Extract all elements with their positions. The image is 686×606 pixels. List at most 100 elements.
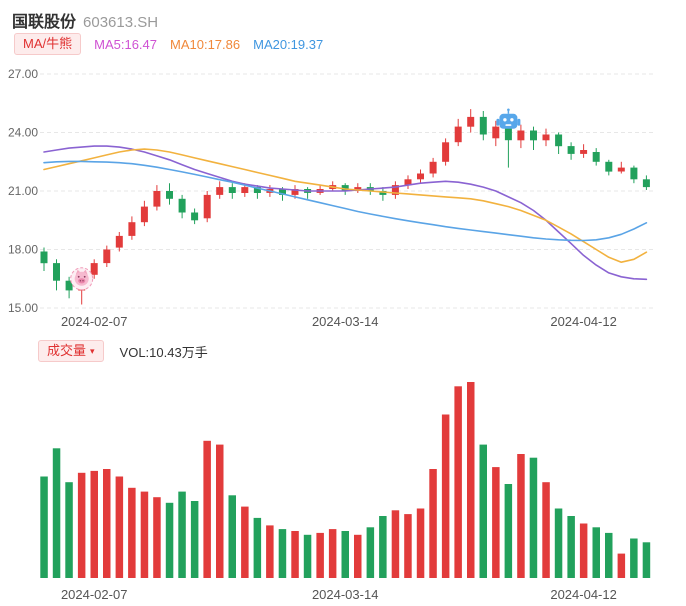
- volume-bar: [529, 457, 538, 578]
- volume-bar: [316, 532, 324, 578]
- candle: [454, 118, 462, 147]
- volume-bar: [153, 497, 161, 578]
- candle: [404, 175, 412, 189]
- volume-bar: [642, 542, 651, 578]
- header: 国联股份 603613.SH: [12, 8, 158, 32]
- candle: [191, 208, 199, 225]
- volume-bar: [266, 525, 274, 578]
- volume-bar: [617, 553, 626, 578]
- candle: [630, 165, 638, 184]
- volume-bar: [567, 516, 575, 578]
- main-chart-legend: MA/牛熊 MA5:16.47 MA10:17.86 MA20:19.37: [14, 33, 323, 55]
- x-axis-label: 2024-04-12: [550, 314, 617, 329]
- candle: [178, 194, 186, 219]
- candle: [304, 187, 312, 199]
- volume-bar: [429, 469, 437, 578]
- ma5-legend: MA5:16.47: [94, 36, 157, 52]
- volume-bar: [241, 506, 249, 578]
- volume-bar: [40, 476, 48, 578]
- candle: [379, 187, 387, 201]
- ma5-line: [43, 145, 648, 281]
- volume-bar: [492, 467, 500, 578]
- volume-bar: [303, 534, 312, 578]
- volume-bar: [391, 510, 400, 578]
- candle: [203, 191, 211, 223]
- candle: [504, 122, 512, 168]
- ma20-line: [43, 160, 648, 242]
- ma10-line: [43, 148, 648, 263]
- candle: [592, 148, 600, 166]
- candle: [115, 232, 123, 252]
- volume-bar: [203, 440, 211, 578]
- volume-bar: [605, 532, 613, 578]
- volume-indicator-selector[interactable]: 成交量 ▾: [38, 340, 104, 362]
- candle: [103, 245, 111, 267]
- x-axis-label: 2024-02-07: [61, 587, 128, 602]
- y-axis-tick-label: 27.00: [8, 67, 38, 81]
- volume-value: VOL:10.43万手: [119, 344, 208, 360]
- volume-bar: [341, 531, 349, 578]
- candle: [391, 181, 399, 199]
- volume-bar: [90, 470, 98, 578]
- x-axis-label: 2024-03-14: [312, 587, 379, 602]
- candle: [492, 120, 500, 147]
- candle: [467, 109, 475, 133]
- volume-bar: [140, 491, 149, 578]
- y-axis-tick-label: 21.00: [8, 184, 38, 198]
- candle: [517, 124, 525, 149]
- volume-bar: [517, 454, 525, 578]
- volume-bar: [554, 508, 563, 578]
- candle: [140, 200, 148, 227]
- volume-bar: [52, 448, 61, 578]
- volume-bar: [354, 534, 362, 578]
- x-axis-label: 2024-03-14: [312, 314, 379, 329]
- volume-bar: [77, 472, 86, 578]
- robot-marker-icon[interactable]: [496, 108, 521, 129]
- ma20-legend: MA20:19.37: [253, 36, 324, 52]
- candle: [479, 111, 487, 141]
- candle: [642, 175, 650, 190]
- volume-bar: [103, 469, 111, 578]
- candle: [128, 216, 136, 240]
- volume-bar: [115, 476, 124, 578]
- volume-bar: [379, 516, 387, 578]
- volume-bar: [592, 527, 600, 578]
- candle: [580, 144, 588, 158]
- candle: [90, 259, 98, 279]
- caret-down-icon: ▾: [90, 345, 95, 356]
- stock-code: 603613.SH: [83, 14, 159, 31]
- volume-bar: [441, 414, 450, 578]
- candle: [153, 185, 161, 211]
- candle: [216, 181, 224, 199]
- y-axis-tick-label: 18.00: [8, 243, 38, 257]
- x-axis-label: 2024-04-12: [550, 587, 617, 602]
- volume-bar: [291, 531, 299, 578]
- candle: [605, 159, 613, 176]
- volume-bar: [178, 491, 186, 578]
- candle: [65, 276, 73, 299]
- volume-bar: [128, 487, 136, 578]
- volume-bar: [542, 482, 550, 578]
- volume-bar: [228, 495, 236, 578]
- y-axis-tick-label: 15.00: [8, 301, 38, 315]
- ma10-legend: MA10:17.86: [170, 36, 241, 52]
- candle: [555, 132, 563, 154]
- volume-bar: [216, 444, 224, 578]
- candle: [53, 259, 60, 291]
- candle: [40, 247, 48, 271]
- volume-bar: [328, 529, 337, 578]
- pig-marker-icon[interactable]: [70, 267, 94, 291]
- volume-bar: [190, 501, 199, 578]
- volume-bar: [504, 484, 513, 578]
- ma-indicator-selector[interactable]: MA/牛熊: [14, 33, 82, 55]
- candle: [228, 183, 236, 199]
- volume-bar: [416, 508, 425, 578]
- volume-bar: [404, 514, 412, 578]
- candle: [617, 161, 625, 174]
- volume-bar: [579, 523, 588, 578]
- candle: [442, 138, 450, 166]
- x-axis-label: 2024-02-07: [61, 314, 128, 329]
- volume-bar: [253, 517, 262, 578]
